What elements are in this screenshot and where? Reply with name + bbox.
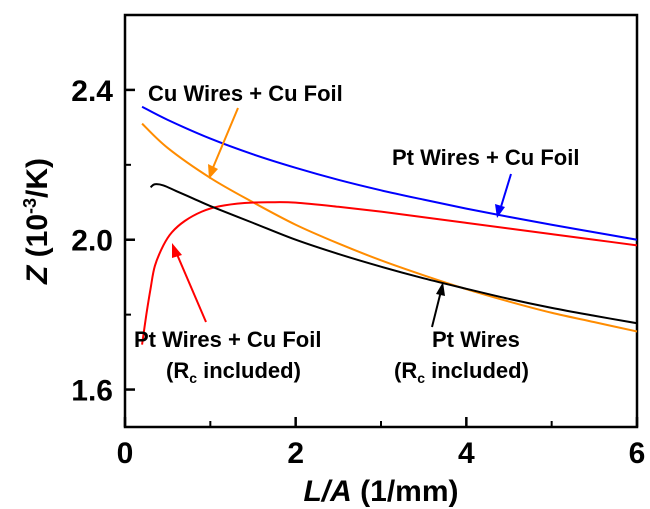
arrowhead-cu-cu <box>208 164 218 179</box>
x-tick-label: 6 <box>629 437 646 470</box>
y-tick-label: 1.6 <box>71 375 113 408</box>
y-axis-title-pre: (10 <box>21 214 54 266</box>
y-axis-title-post: /K) <box>21 158 54 198</box>
series-line-pt-cu-rc <box>141 201 638 345</box>
arrow-cu-cu <box>211 107 239 171</box>
x-axis-title-italic: L/A <box>303 475 351 508</box>
series-line-pt-cu <box>141 105 638 241</box>
series-line-pt-rc <box>149 183 638 325</box>
x-tick-label: 0 <box>117 437 134 470</box>
annotation-arrows <box>172 107 512 328</box>
rc-pre-1: (R <box>166 358 189 383</box>
y-ticks: 1.6 2.0 2.4 <box>71 75 135 408</box>
y-tick-label: 2.0 <box>71 225 113 258</box>
arrow-pt-cu <box>499 173 512 211</box>
annotation-labels: Cu Wires + Cu Foil Pt Wires + Cu Foil Pt… <box>134 81 579 386</box>
rc-sub-2: c <box>417 370 425 386</box>
rc-post-1: included) <box>197 358 301 383</box>
label-pt-wires-cu-foil-rc-line2: (Rc included) <box>166 358 301 386</box>
label-pt-wires-cu-foil-rc-line1: Pt Wires + Cu Foil <box>134 327 321 352</box>
label-pt-wires-cu-foil: Pt Wires + Cu Foil <box>392 145 579 170</box>
arrowhead-pt-rc <box>436 282 445 296</box>
label-cu-wires-cu-foil: Cu Wires + Cu Foil <box>148 81 343 106</box>
rc-sub-1: c <box>189 370 197 386</box>
y-axis-title: Z (10-3/K) <box>20 158 54 285</box>
arrowhead-pt-cu <box>495 204 505 218</box>
y-tick-label: 2.4 <box>71 75 113 108</box>
series-line-cu-cu <box>141 122 638 333</box>
series-group <box>141 105 638 345</box>
x-tick-label: 4 <box>458 437 475 470</box>
rc-pre-2: (R <box>394 358 417 383</box>
x-tick-label: 2 <box>287 437 304 470</box>
label-pt-wires-rc-line1: Pt Wires <box>432 327 520 352</box>
arrowhead-pt-cu-rc <box>172 243 182 258</box>
arrow-pt-cu-rc <box>175 251 207 323</box>
x-ticks: 0 2 4 6 <box>117 417 646 470</box>
x-axis-title-plain: (1/mm) <box>352 475 459 508</box>
arrow-pt-rc <box>431 290 442 328</box>
y-axis-title-sup: -3 <box>20 198 40 214</box>
label-pt-wires-rc-line2: (Rc included) <box>394 358 529 386</box>
y-axis-title-italic: Z <box>21 264 54 285</box>
x-axis-title: L/A (1/mm) <box>303 475 458 508</box>
rc-post-2: included) <box>425 358 529 383</box>
